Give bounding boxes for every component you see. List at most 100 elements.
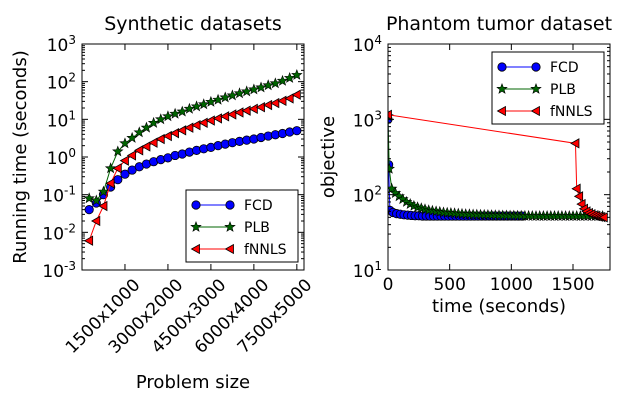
phantom-tumor-panel: Phantom tumor dataset 101 102 103 104 0 500 100… — [318, 13, 612, 317]
legend-label-fcd: FCD — [244, 198, 273, 214]
data-point-fnnls — [162, 130, 172, 142]
data-point-fnnls — [155, 133, 165, 145]
legend-marker-fnnls — [224, 243, 234, 255]
chart-title: Phantom tumor dataset — [386, 13, 612, 35]
legend-box — [491, 51, 605, 125]
data-point-fnnls — [212, 113, 222, 124]
data-point-fcd — [120, 169, 130, 179]
x-axis-label: Problem size — [136, 372, 250, 393]
data-point-plb — [104, 162, 117, 174]
data-point-plb — [119, 137, 131, 149]
data-point-plb — [388, 162, 395, 174]
data-point-plb — [276, 74, 289, 86]
data-point-plb — [97, 185, 110, 197]
data-point-fnnls — [184, 122, 194, 133]
data-point-fnnls — [227, 109, 237, 120]
y-tick-label: 102 — [47, 71, 76, 94]
data-point-fcd — [113, 175, 123, 185]
y-tick-label: 10-2 — [42, 221, 76, 244]
data-point-fnnls — [141, 141, 151, 152]
data-point-plb — [248, 83, 260, 95]
legend-box — [185, 189, 299, 263]
data-point-fnnls — [291, 89, 301, 100]
data-point-plb — [240, 85, 253, 97]
legend-marker-fnnls — [190, 243, 200, 255]
data-point-fnnls — [248, 103, 258, 115]
data-point-plb — [112, 145, 124, 157]
legend-marker-fcd — [497, 62, 507, 72]
data-point-fnnls — [169, 127, 179, 139]
data-point-fnnls — [388, 109, 392, 120]
legend-marker-plb — [224, 220, 236, 232]
data-point-plb — [176, 105, 189, 117]
data-point-plb — [155, 113, 167, 125]
series-line-fnnls — [388, 114, 604, 218]
x-tick-label: 1500 — [551, 275, 594, 295]
data-point-fnnls — [126, 150, 137, 161]
y-tick-label: 103 — [353, 108, 382, 131]
y-tick-label: 10-3 — [42, 259, 76, 282]
data-point-plb — [140, 121, 153, 133]
data-point-plb — [291, 68, 303, 80]
legend-label-plb: PLB — [244, 220, 270, 236]
data-point-fnnls — [205, 115, 215, 126]
data-point-fnnls — [571, 183, 581, 194]
data-point-fnnls — [241, 105, 251, 116]
data-point-plb — [388, 182, 398, 194]
chart-title: Synthetic datasets — [104, 13, 281, 35]
data-point-fnnls — [234, 107, 244, 118]
legend-marker-plb — [190, 220, 202, 232]
data-point-fnnls — [112, 163, 122, 174]
axes-frame — [387, 43, 611, 271]
data-point-fnnls — [573, 191, 584, 202]
x-tick-label: 0 — [383, 275, 394, 295]
data-point-plb — [226, 89, 239, 101]
data-point-fnnls — [219, 111, 230, 122]
data-point-plb — [233, 87, 246, 99]
y-tick-label: 104 — [353, 33, 382, 56]
y-tick-label: 100 — [47, 146, 76, 169]
data-point-plb — [219, 91, 231, 103]
x-tick-label: 1000 — [490, 275, 533, 295]
data-point-plb — [255, 81, 267, 93]
data-point-plb — [162, 110, 174, 122]
data-point-plb — [90, 194, 103, 206]
data-point-fnnls — [270, 97, 280, 109]
legend-marker-fcd — [191, 200, 201, 210]
data-point-fnnls — [148, 137, 158, 148]
data-point-fnnls — [133, 145, 144, 156]
y-tick-label: 103 — [47, 33, 76, 56]
data-point-fnnls — [98, 200, 108, 212]
data-point-plb — [126, 131, 138, 143]
x-axis-label: time (seconds) — [432, 296, 566, 317]
data-point-fnnls — [83, 235, 94, 246]
data-point-fnnls — [105, 178, 115, 189]
data-point-plb — [190, 100, 203, 112]
y-axis-label: objective — [318, 116, 339, 198]
data-point-fnnls — [198, 117, 208, 128]
y-tick-label: 102 — [353, 184, 382, 207]
data-point-plb — [183, 102, 196, 114]
legend-label-fnnls: fNNLS — [244, 242, 287, 258]
legend-label-plb: PLB — [550, 82, 576, 98]
data-point-fnnls — [119, 155, 129, 166]
data-point-plb — [147, 116, 160, 128]
data-point-fcd — [292, 126, 302, 136]
data-point-plb — [269, 77, 282, 89]
data-point-fnnls — [284, 93, 294, 104]
y-tick-label: 101 — [353, 259, 382, 282]
legend-marker-fcd — [531, 62, 541, 72]
legend-marker-fcd — [225, 200, 235, 210]
y-tick-label: 101 — [47, 108, 76, 131]
plot-area — [388, 109, 609, 223]
data-point-plb — [283, 71, 296, 83]
data-point-plb — [197, 98, 210, 110]
legend-label-fnnls: fNNLS — [550, 104, 593, 120]
data-point-plb — [83, 192, 95, 204]
legend-marker-plb — [496, 82, 508, 94]
legend-marker-plb — [530, 82, 542, 94]
y-axis-label: Running time (seconds) — [10, 50, 31, 264]
data-point-fnnls — [191, 119, 201, 131]
x-tick-label: 500 — [433, 275, 465, 295]
